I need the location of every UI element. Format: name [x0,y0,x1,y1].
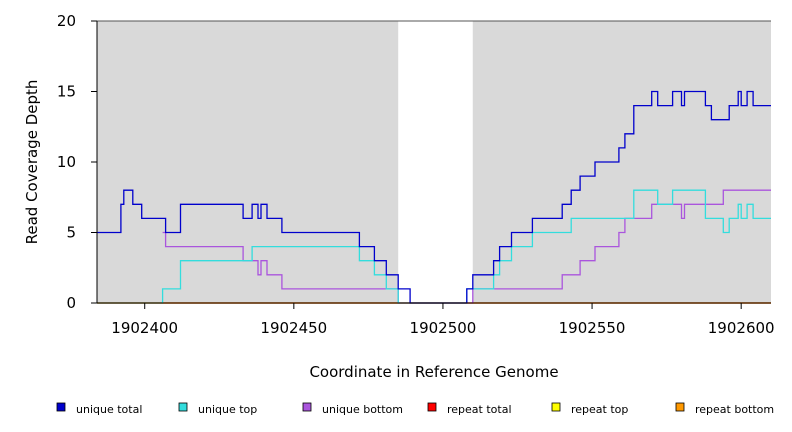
axes: 0 5 10 15 20 1902400 1902450 1902500 1902550 1902… [57,12,775,337]
y-tick-label: 0 [66,294,76,312]
x-tick-label: 1902450 [260,319,327,337]
legend-swatch-unique-top [178,402,188,412]
legend-swatch-unique-bottom [302,402,312,412]
legend-label-unique-bottom: unique bottom [322,403,403,416]
legend-label-repeat-top: repeat top [571,403,628,416]
x-axis-title: Coordinate in Reference Genome [309,363,558,381]
legend-label-repeat-bottom: repeat bottom [695,403,774,416]
y-axis-title: Read Coverage Depth [23,80,41,245]
y-tick-label: 20 [57,12,76,30]
legend-label-repeat-total: repeat total [447,403,512,416]
x-tick-label: 1902400 [111,319,178,337]
series-line-unique-total [97,90,771,304]
legend-swatch-repeat-total [427,402,437,412]
series-line-unique-top [97,189,771,304]
x-tick-label: 1902600 [708,319,775,337]
legend: unique total unique top unique bottom repea… [56,402,774,416]
x-tick-label: 1902550 [559,319,626,337]
x-tick-label: 1902500 [410,319,477,337]
y-tick-label: 10 [57,153,76,171]
shaded-region-2 [472,21,771,303]
y-tick-label: 15 [57,83,76,101]
series-line-unique-bottom [162,189,771,304]
shaded-region-1 [97,21,399,303]
legend-swatch-repeat-top [551,402,561,412]
legend-swatch-unique-total [56,402,66,412]
legend-swatch-repeat-bottom [675,402,685,412]
legend-label-unique-top: unique top [198,403,257,416]
shaded-regions [97,21,771,303]
y-tick-label: 5 [66,224,76,242]
legend-label-unique-total: unique total [76,403,142,416]
